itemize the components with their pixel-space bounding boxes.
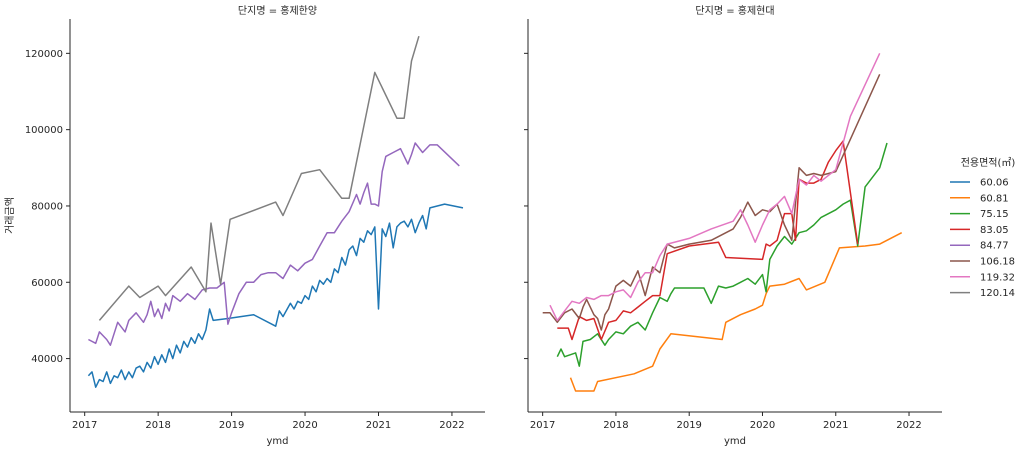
series-line-홍제현대-106.18 [542, 73, 881, 331]
y-axis-label: 거래금액 [4, 197, 16, 234]
x-tick-label: 2017 [530, 420, 555, 431]
x-tick-label: 2017 [72, 420, 97, 431]
legend-label-60.81: 60.81 [980, 193, 1009, 204]
series-line-홍제현대-83.05 [557, 140, 859, 341]
x-tick-label: 2022 [439, 420, 464, 431]
y-tick-label: 100000 [25, 125, 63, 136]
x-tick-label: 2018 [145, 420, 170, 431]
series-line-홍제현대-119.32 [549, 52, 881, 322]
y-tick-label: 120000 [25, 49, 63, 60]
y-tick-label: 40000 [31, 354, 63, 365]
x-tick-label: 2020 [750, 420, 775, 431]
series-line-홍제현대-75.15 [556, 142, 888, 367]
series-line-홍제현대-60.81 [569, 232, 903, 392]
y-tick-label: 60000 [31, 278, 63, 289]
legend-label-119.32: 119.32 [980, 272, 1015, 283]
legend-label-83.05: 83.05 [980, 225, 1009, 236]
panel-title-1: 단지명 = 홍제한양 [238, 4, 317, 17]
x-axis-label: ymd [266, 436, 288, 447]
x-tick-label: 2019 [219, 420, 244, 431]
x-tick-label: 2022 [896, 420, 921, 431]
y-tick-label: 80000 [31, 201, 63, 212]
legend-label-60.06: 60.06 [980, 178, 1009, 189]
series-line-홍제한양-120.14 [98, 35, 420, 321]
x-tick-label: 2019 [676, 420, 701, 431]
series-line-홍제한양-60.06 [87, 203, 464, 388]
x-tick-label: 2020 [292, 420, 317, 431]
legend-label-106.18: 106.18 [980, 257, 1015, 268]
x-tick-label: 2021 [366, 420, 391, 431]
legend-label-84.77: 84.77 [980, 241, 1009, 252]
panel-title-2: 단지명 = 홍제현대 [695, 4, 774, 17]
x-tick-label: 2021 [823, 420, 848, 431]
x-axis-label: ymd [724, 436, 746, 447]
legend-title: 전용면적(㎡) [961, 157, 1016, 169]
series-line-홍제한양-84.77 [88, 142, 460, 346]
legend-label-120.14: 120.14 [980, 288, 1015, 299]
x-tick-label: 2018 [603, 420, 628, 431]
legend-label-75.15: 75.15 [980, 209, 1009, 220]
